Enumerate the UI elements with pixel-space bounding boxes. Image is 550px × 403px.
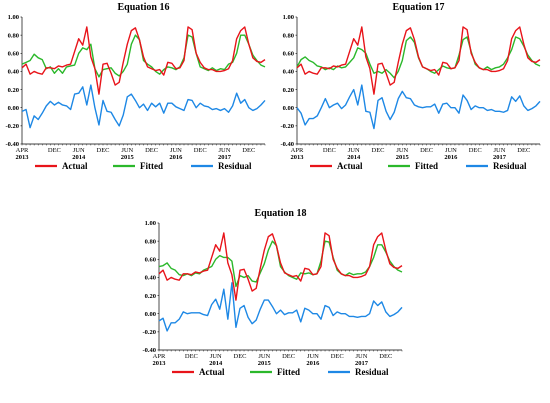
series-line-actual <box>158 232 403 301</box>
x-tick-label-month: APR <box>153 353 166 360</box>
x-tick-label-month: JUN <box>121 147 133 154</box>
series-line-residual <box>21 84 266 129</box>
x-tick-label-month: APR <box>16 147 29 154</box>
y-tick-label: -0.20 <box>142 329 156 336</box>
x-tick-label-month: DEC <box>97 147 110 154</box>
x-tick-label-month: JUN <box>494 147 506 154</box>
chart-title: Equation 16 <box>118 2 170 13</box>
legend-label-residual: Residual <box>218 161 252 171</box>
x-tick-label-month: DEC <box>242 147 255 154</box>
x-tick-label-month: JUN <box>219 147 231 154</box>
x-tick-label-month: DEC <box>420 147 433 154</box>
x-tick-label-month: DEC <box>145 147 158 154</box>
x-tick-label-month: DEC <box>234 353 247 360</box>
x-tick-label-month: DEC <box>323 147 336 154</box>
chart-equation-16: Equation 16 1.00 0.80 0.60 0.40 0.20 0.00 -0.20… <box>0 0 275 196</box>
chart-equation-17: Equation 17 1.00 0.80 0.60 0.40 0.20 0.00 -0.20… <box>275 0 550 196</box>
y-tick-label: -0.20 <box>280 123 294 130</box>
chart-title: Equation 18 <box>255 208 307 219</box>
y-tick-label: 0.20 <box>283 87 294 94</box>
series-line-fitted <box>158 240 403 288</box>
x-tick-label-month: DEC <box>379 353 392 360</box>
x-tick-label-month: DEC <box>372 147 385 154</box>
legend-label-residual: Residual <box>493 161 527 171</box>
x-tick-label-year: 2017 <box>493 154 507 161</box>
x-tick-label-month: DEC <box>331 353 344 360</box>
x-tick-label-year: 2013 <box>16 154 30 161</box>
legend-label-fitted: Fitted <box>140 161 163 171</box>
legend-label-actual: Actual <box>337 161 363 171</box>
y-tick-label: -0.20 <box>5 123 19 130</box>
series-line-fitted <box>21 34 266 78</box>
x-tick-label-month: JUN <box>258 353 270 360</box>
chart-title: Equation 17 <box>393 2 445 13</box>
y-tick-label: -0.40 <box>142 347 156 354</box>
series-line-actual <box>296 26 541 95</box>
y-tick-label: 0.60 <box>145 256 156 263</box>
x-tick-label-year: 2015 <box>396 154 410 161</box>
legend-label-actual: Actual <box>199 367 225 377</box>
x-tick-label-year: 2016 <box>306 360 320 367</box>
legend-label-fitted: Fitted <box>415 161 438 171</box>
x-tick-label-month: DEC <box>185 353 198 360</box>
legend-label-residual: Residual <box>355 367 389 377</box>
chart-svg: Equation 16 1.00 0.80 0.60 0.40 0.20 0.00 -0.20… <box>5 2 266 171</box>
x-tick-label-year: 2014 <box>72 154 86 161</box>
x-tick-label-year: 2016 <box>444 154 458 161</box>
x-tick-label-year: 2013 <box>153 360 167 367</box>
x-tick-label-year: 2015 <box>121 154 135 161</box>
y-tick-label: 0.40 <box>283 69 294 76</box>
chart-svg: Equation 17 1.00 0.80 0.60 0.40 0.20 0.00 -0.20… <box>280 2 541 171</box>
y-tick-label: 0.80 <box>145 238 156 245</box>
x-tick-label-year: 2017 <box>218 154 232 161</box>
y-tick-label: 0.40 <box>145 275 156 282</box>
x-tick-label-month: JUN <box>348 147 360 154</box>
x-tick-label-month: JUN <box>210 353 222 360</box>
y-tick-label: 0.80 <box>8 32 19 39</box>
y-tick-label: -0.40 <box>5 141 19 148</box>
x-tick-label-month: DEC <box>469 147 482 154</box>
legend-label-actual: Actual <box>62 161 88 171</box>
x-tick-label-year: 2014 <box>209 360 223 367</box>
y-tick-label: 0.40 <box>8 69 19 76</box>
x-tick-label-month: JUN <box>445 147 457 154</box>
series-line-residual <box>158 282 403 332</box>
x-tick-label-month: JUN <box>73 147 85 154</box>
chart-equation-18: Equation 18 1.00 0.80 0.60 0.40 0.20 0.00 -0.20… <box>137 206 412 403</box>
x-tick-label-month: JUN <box>356 353 368 360</box>
y-tick-label: 0.60 <box>8 50 19 57</box>
x-tick-label-year: 2015 <box>258 360 272 367</box>
y-tick-label: 0.20 <box>8 87 19 94</box>
x-tick-label-month: DEC <box>282 353 295 360</box>
y-tick-label: 1.00 <box>283 14 294 21</box>
x-tick-label-month: JUN <box>307 353 319 360</box>
y-tick-label: 0.00 <box>145 311 156 318</box>
legend-label-fitted: Fitted <box>277 367 300 377</box>
x-tick-label-month: DEC <box>517 147 530 154</box>
y-tick-label: 0.20 <box>145 293 156 300</box>
y-tick-label: 0.00 <box>8 105 19 112</box>
x-tick-label-month: APR <box>291 147 304 154</box>
y-tick-label: -0.40 <box>280 141 294 148</box>
x-tick-label-year: 2016 <box>169 154 183 161</box>
y-tick-label: 0.80 <box>283 32 294 39</box>
series-line-actual <box>21 26 266 95</box>
x-tick-label-year: 2017 <box>355 360 369 367</box>
y-tick-label: 0.60 <box>283 50 294 57</box>
y-tick-label: 1.00 <box>145 220 156 227</box>
y-tick-label: 0.00 <box>283 105 294 112</box>
x-tick-label-year: 2013 <box>291 154 305 161</box>
x-tick-label-month: DEC <box>194 147 207 154</box>
y-tick-label: 1.00 <box>8 14 19 21</box>
chart-svg: Equation 18 1.00 0.80 0.60 0.40 0.20 0.00 -0.20… <box>142 208 403 377</box>
series-line-residual <box>296 84 541 130</box>
x-tick-label-year: 2014 <box>347 154 361 161</box>
x-tick-label-month: JUN <box>396 147 408 154</box>
x-tick-label-month: DEC <box>48 147 61 154</box>
x-tick-label-month: JUN <box>170 147 182 154</box>
